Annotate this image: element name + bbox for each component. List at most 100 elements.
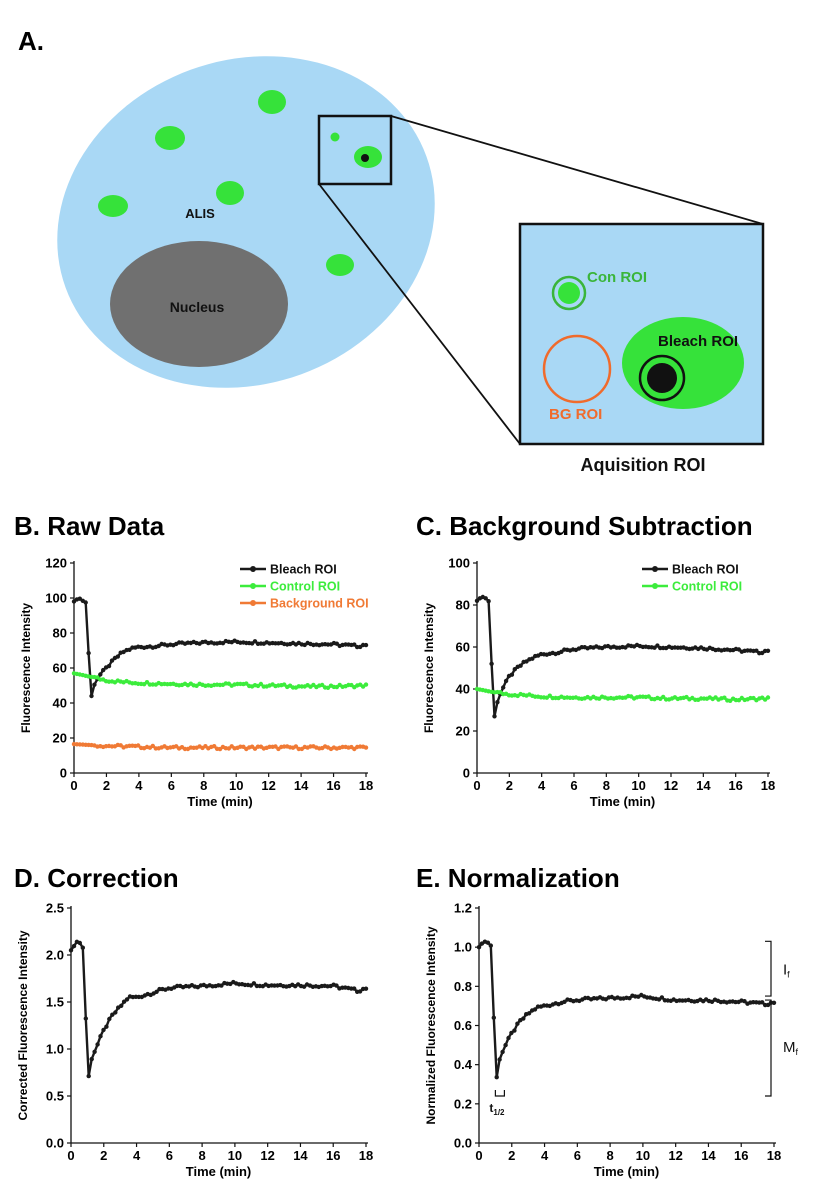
data-point [98, 672, 103, 677]
y-tick-label: 0.0 [454, 1136, 472, 1151]
data-point [771, 1000, 777, 1005]
x-tick-label: 12 [261, 778, 275, 793]
data-point [107, 1016, 112, 1022]
data-point [515, 1021, 520, 1026]
x-tick-label: 10 [229, 778, 243, 793]
x-tick-label: 4 [538, 778, 546, 793]
x-tick-label: 2 [100, 1148, 107, 1163]
data-point [760, 1000, 765, 1005]
y-axis-label: Fluorescence Intensity [422, 603, 436, 733]
chart-background-subtraction: 0 20 40 60 80 100 0 2 4 6 8 10 12 14 16 18 Time (min) Flu… [422, 556, 775, 810]
x-tick-label: 6 [570, 778, 577, 793]
mobile-fraction-bracket [765, 999, 772, 1097]
x-tick-label: 12 [668, 1148, 682, 1163]
data-point [83, 600, 88, 605]
data-point [273, 744, 278, 749]
data-point [119, 1003, 124, 1008]
alis-spot [216, 181, 244, 205]
chart-title-b: B. Raw Data [14, 511, 165, 541]
data-point [474, 598, 480, 603]
data-point [500, 1049, 505, 1055]
data-point [80, 945, 86, 950]
series-line [478, 940, 775, 1079]
data-point [244, 681, 249, 686]
data-point [89, 1056, 94, 1062]
x-tick-label: 16 [734, 1148, 748, 1163]
data-point [282, 682, 287, 687]
nucleus [110, 241, 288, 367]
data-point [136, 743, 141, 748]
y-tick-label: 40 [456, 682, 470, 697]
y-tick-label: 0.0 [46, 1136, 64, 1151]
y-tick-label: 2.0 [46, 948, 64, 963]
data-point [357, 989, 363, 994]
x-tick-label: 18 [767, 1148, 781, 1163]
x-tick-label: 6 [574, 1148, 581, 1163]
data-point [765, 695, 771, 700]
data-point [754, 648, 759, 653]
data-point [83, 1016, 89, 1021]
data-point [86, 1073, 91, 1079]
x-tick-label: 10 [631, 778, 645, 793]
data-point [518, 663, 523, 668]
x-tick-label: 16 [728, 778, 742, 793]
data-point [547, 693, 552, 698]
x-tick-label: 8 [603, 778, 610, 793]
y-tick-label: 0.4 [454, 1057, 473, 1072]
data-point [363, 745, 369, 750]
y-tick-label: 0 [463, 766, 470, 781]
data-point [101, 1027, 106, 1033]
x-tick-label: 16 [326, 1148, 340, 1163]
data-point [86, 650, 91, 656]
data-point [92, 682, 97, 687]
legend-marker [250, 566, 256, 572]
series-bleach-roi [71, 596, 369, 699]
y-tick-label: 1.5 [46, 995, 64, 1010]
half-time-label: t1/2 [489, 1101, 505, 1117]
alis-spot [98, 195, 128, 217]
immobile-fraction-label: If [783, 962, 790, 980]
data-point [494, 1075, 499, 1080]
data-point [742, 999, 747, 1004]
series-bleach-roi [476, 939, 777, 1080]
y-tick-label: 100 [45, 591, 67, 606]
y-tick-label: 0.6 [454, 1018, 472, 1033]
data-point [503, 1042, 508, 1048]
data-point [722, 695, 727, 700]
data-point [352, 642, 357, 647]
data-point [89, 693, 94, 699]
alis-spot [155, 126, 185, 150]
data-point [258, 681, 264, 687]
data-point [512, 667, 517, 672]
series-line [70, 940, 367, 1078]
y-tick-label: 120 [45, 556, 67, 571]
x-tick-label: 8 [606, 1148, 613, 1163]
y-tick-label: 1.2 [454, 901, 472, 916]
x-tick-label: 18 [359, 778, 373, 793]
y-tick-label: 1.0 [454, 940, 472, 955]
data-point [485, 940, 491, 945]
data-point [144, 680, 150, 685]
x-tick-label: 0 [67, 1148, 74, 1163]
data-point [109, 658, 115, 663]
data-point [106, 663, 112, 669]
legend-label: Control ROI [672, 580, 742, 594]
x-tick-label: 10 [636, 1148, 650, 1163]
x-tick-label: 4 [133, 1148, 141, 1163]
x-axis-label: Time (min) [590, 794, 656, 809]
legend-marker [250, 600, 256, 606]
y-axis-label: Corrected Fluorescence Intensity [16, 930, 30, 1120]
data-point [113, 1010, 118, 1015]
data-point [655, 643, 660, 648]
data-point [486, 599, 491, 604]
cytoplasm [57, 56, 435, 388]
data-point [98, 1034, 103, 1039]
data-point [77, 940, 83, 946]
data-point [212, 744, 217, 749]
x-tick-label: 12 [664, 778, 678, 793]
legend-label: Bleach ROI [270, 563, 337, 577]
data-point [252, 639, 258, 644]
data-point [521, 1016, 526, 1021]
legend-label: Background ROI [270, 597, 369, 611]
